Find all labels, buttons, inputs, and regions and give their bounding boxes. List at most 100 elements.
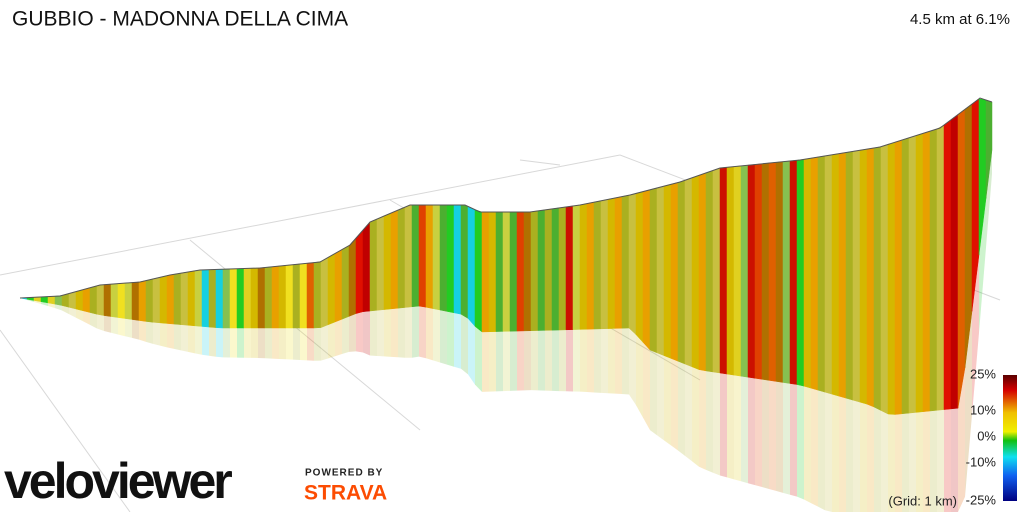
reflection-stripe: [55, 304, 62, 311]
reflection-stripe: [489, 331, 496, 392]
gradient-stripe: [481, 211, 490, 333]
reflection-stripe: [265, 328, 272, 359]
gradient-stripe: [586, 201, 595, 330]
gradient-stripe: [621, 194, 630, 329]
reflection-stripe: [636, 334, 643, 418]
reflection-stripe: [650, 350, 657, 436]
gradient-stripe: [775, 161, 784, 383]
reflection-stripe: [202, 326, 209, 356]
gradient-stripe: [208, 269, 217, 328]
reflection-stripe: [552, 330, 559, 392]
gradient-stripe: [852, 149, 861, 403]
gradient-stripe: [628, 193, 637, 336]
gradient-stripe: [817, 155, 826, 393]
gradient-stripe: [838, 152, 847, 399]
reflection-stripe: [244, 328, 251, 358]
reflection-stripe: [34, 300, 41, 305]
reflection-stripe: [818, 390, 825, 511]
gradient-stripe: [439, 204, 448, 312]
gradient-stripe: [684, 177, 693, 368]
gradient-stripe: [698, 172, 707, 372]
gradient-stripe: [327, 253, 336, 326]
reflection-stripe: [321, 324, 328, 361]
reflection-stripe: [475, 326, 482, 392]
reflection-stripe: [433, 308, 440, 363]
reflection-stripe: [951, 408, 958, 512]
gradient-stripe: [103, 283, 112, 317]
gradient-stripe: [320, 257, 329, 328]
reflection-stripe: [853, 400, 860, 512]
reflection-stripe: [391, 308, 398, 358]
gradient-stripe: [656, 185, 665, 356]
reflection-stripe: [426, 307, 433, 361]
reflection-stripe: [258, 328, 265, 359]
reflection-stripe: [741, 376, 748, 484]
reflection-stripe: [972, 254, 979, 415]
gradient-stripe: [334, 249, 343, 323]
reflection-stripe: [608, 328, 615, 394]
reflection-stripe: [615, 328, 622, 395]
gradient-stripe: [740, 164, 749, 378]
title: GUBBIO - MADONNA DELLA CIMA: [12, 8, 348, 31]
reflection-stripe: [797, 384, 804, 500]
reflection-stripe: [825, 392, 832, 512]
reflection-stripe: [888, 414, 895, 512]
reflection-stripe: [881, 410, 888, 512]
reflection-stripe: [622, 328, 629, 395]
gradient-stripe: [264, 266, 273, 329]
gradient-stripe: [432, 204, 441, 311]
legend-label: 10%: [970, 402, 996, 417]
gradient-stripe: [950, 114, 959, 410]
gradient-stripe: [754, 163, 763, 380]
gradient-stripe: [502, 211, 511, 332]
reflection-stripe: [503, 331, 510, 392]
gradient-stripe: [782, 160, 791, 384]
gradient-stripe: [348, 237, 357, 317]
reflection-stripe: [748, 377, 755, 486]
reflection-stripe: [811, 388, 818, 507]
gradient-stripe: [341, 245, 350, 320]
gradient-stripe: [250, 267, 259, 329]
reflection-stripe: [48, 302, 55, 309]
reflection-stripe: [629, 328, 636, 406]
reflection-stripe: [580, 329, 587, 393]
reflection-stripe: [720, 373, 727, 478]
reflection-stripe: [706, 370, 713, 473]
gradient-stripe: [614, 196, 623, 329]
gradient-stripe: [229, 268, 238, 329]
gradient-stripe: [145, 278, 154, 323]
reflection-stripe: [69, 307, 76, 318]
reflection-stripe: [573, 329, 580, 392]
reflection-stripe: [517, 330, 524, 391]
gradient-stripe: [110, 283, 119, 318]
gradient-stripe: [355, 229, 364, 314]
gradient-stripe: [285, 264, 294, 329]
gradient-stripe: [89, 285, 98, 315]
gradient-stripe: [383, 212, 392, 310]
logo: veloviewer: [4, 453, 232, 509]
reflection-stripe: [237, 328, 244, 358]
legend-label: 25%: [970, 366, 996, 381]
reflection-stripe: [776, 381, 783, 493]
gradient-stripe: [929, 128, 938, 412]
reflection-stripe: [895, 413, 902, 512]
reflection-stripe: [111, 316, 118, 335]
gradient-stripe: [446, 204, 455, 314]
gradient-stripe: [537, 209, 546, 331]
reflection-stripe: [930, 410, 937, 512]
gradient-stripe: [635, 191, 644, 343]
gradient-stripe: [649, 187, 658, 354]
gradient-stripe: [292, 263, 301, 329]
gradient-stripe: [719, 167, 728, 375]
gradient-stripe: [887, 141, 896, 415]
reflection-stripe: [727, 374, 734, 480]
reflection-stripe: [132, 319, 139, 340]
gradient-stripe: [299, 263, 308, 329]
gradient-stripe: [747, 164, 756, 379]
reflection-stripe: [307, 328, 314, 361]
legend: 25% 10% 0% -10% -25%: [966, 366, 997, 507]
reflection-stripe: [314, 327, 321, 361]
reflection-stripe: [713, 371, 720, 476]
reflection-stripe: [209, 327, 216, 357]
